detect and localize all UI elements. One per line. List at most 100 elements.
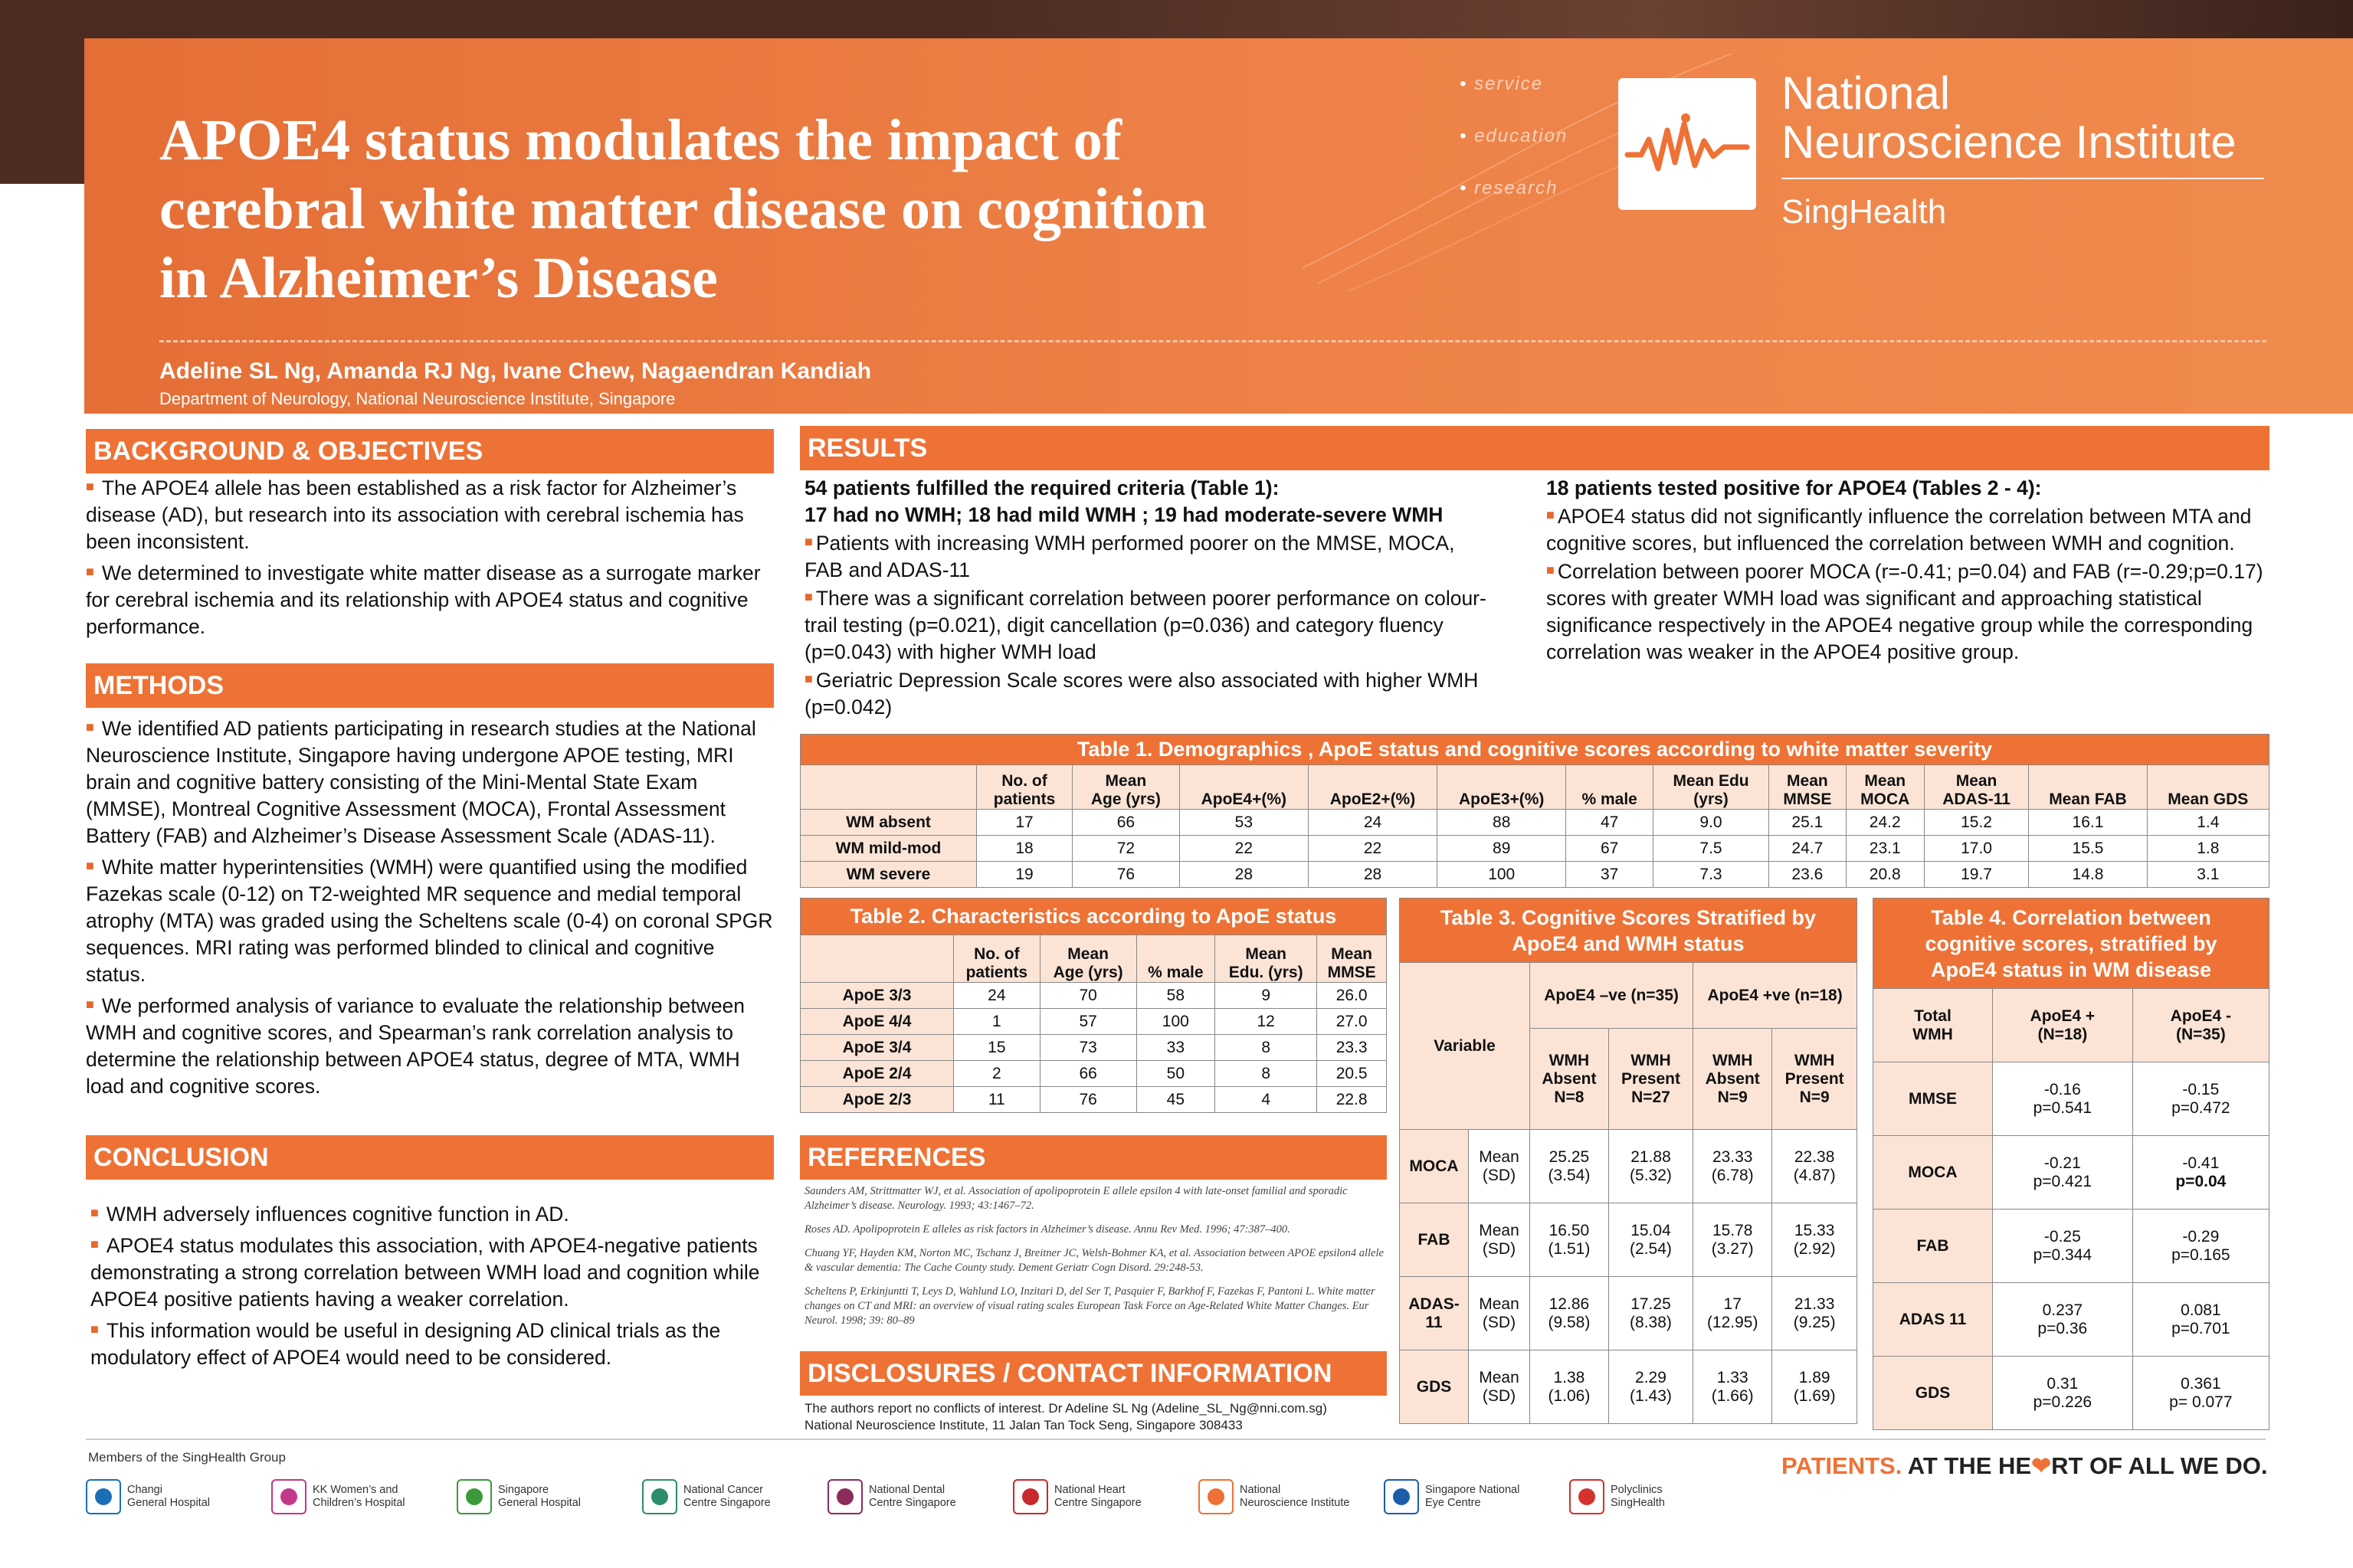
background-heading: BACKGROUND & OBJECTIVES [86,429,774,473]
table-1-cell: 24.7 [1768,835,1847,862]
table-4-row-label: MMSE [1873,1062,1993,1136]
table-4-row-label: GDS [1873,1356,1993,1430]
table-3-cell: 17 (12.95) [1693,1276,1773,1350]
table-4-cell: 0.237 p=0.36 [1992,1282,2133,1357]
table-1-cell: 16.1 [2028,809,2148,836]
nni-icon [1198,1479,1234,1514]
table-4-cell: -0.41 p=0.04 [2132,1135,2270,1210]
table-1-cell: 17 [975,809,1073,836]
table-3-subheader: WMH Absent N=8 [1529,1028,1609,1130]
table-4-row: GDS 0.31 p=0.226 0.361 p= 0.077 [1873,1356,2270,1430]
table-2-cell: 50 [1136,1060,1216,1087]
table-1-cell: 18 [975,835,1073,862]
table-1-cell: 7.3 [1652,861,1770,888]
bullet-icon: ■ [86,479,94,494]
table-1-cell: 15.2 [1923,809,2030,836]
table-4-cell: -0.29 p=0.165 [2132,1209,2270,1283]
table-1-col-header: Mean Edu (yrs) [1652,764,1770,810]
references-list: Saunders AM, Strittmatter WJ, et al. Ass… [805,1184,1387,1337]
member-hospital-name: Singapore General Hospital [498,1484,581,1509]
table-3-variable-header: Variable [1399,962,1530,1130]
table-2-cell: 9 [1214,982,1318,1009]
table-2-cell: 2 [953,1060,1040,1087]
tagline-research: research [1460,178,1558,199]
table-1-col-header: Mean Age (yrs) [1072,764,1180,810]
table-1-cell: 24.2 [1845,809,1925,836]
table-1-caption: Table 1. Demographics , ApoE status and … [800,734,2269,765]
table-2-row: ApoE 2/3 11 76 45 4 22.8 [800,1086,1387,1113]
table-2-cell: 73 [1039,1034,1137,1061]
table-1-cell: 1.8 [2146,835,2270,862]
table-1-col-header: Mean FAB [2028,764,2148,810]
table-3-stat-label: Mean (SD) [1468,1203,1530,1277]
table-4-row: MOCA -0.21 p=0.421 -0.41 p=0.04 [1873,1135,2270,1210]
table-1-cell: 53 [1178,809,1309,836]
results-bullet: ■ There was a significant correlation bet… [805,587,1486,663]
member-hospital-logo: National Neuroscience Institute [1198,1478,1349,1515]
table-3-group-negative: ApoE4 –ve (n=35) [1529,962,1694,1029]
kkh-icon [271,1479,306,1514]
table-3-subheader-row: WMH Absent N=8 WMH Present N=27 WMH Absent N=9 WM… [1399,1028,1857,1130]
logo-divider [1781,178,2264,179]
bullet-icon: ■ [86,997,94,1012]
heart-icon: ❤ [2031,1452,2052,1479]
table-3-cell: 12.86 (9.58) [1529,1276,1609,1350]
polyclinics-icon [1569,1479,1604,1514]
table-3-stat-label: Mean (SD) [1468,1350,1530,1424]
bullet-icon: ■ [86,564,94,579]
methods-body: ■ We identified AD patients participating… [86,714,774,1103]
table-1-cell: 67 [1565,835,1653,862]
table-1-cell: 28 [1178,861,1309,888]
table-3-caption: Table 3. Cognitive Scores Stratified by A… [1399,898,1857,963]
table-1-col-header: Mean MMSE [1768,764,1847,810]
table-2-cell: 1 [953,1008,1040,1035]
table-3-subheader: WMH Present N=27 [1607,1028,1694,1130]
table-1-cell: 7.5 [1652,835,1770,862]
table-2-col-header: Mean MMSE [1316,935,1387,983]
background-para: ■ The APOE4 allele has been established a… [86,476,744,553]
table-3-cell: 23.33 (6.78) [1693,1129,1773,1203]
member-hospital-name: National Neuroscience Institute [1240,1484,1350,1509]
table-4-cell: 0.361 p= 0.077 [2132,1356,2270,1430]
disclosures-body: The authors report no conflicts of inter… [805,1400,1327,1434]
table-1-cell: 47 [1565,809,1653,836]
table-1-col-header: Mean GDS [2146,764,2270,810]
table-4-row: FAB -0.25 p=0.344 -0.29 p=0.165 [1873,1209,2270,1283]
reference-item: Saunders AM, Strittmatter WJ, et al. Ass… [805,1185,1348,1212]
table-1-header-row: No. of patients Mean Age (yrs) ApoE4+(%) ApoE… [800,764,2270,810]
table-3-subheader: WMH Present N=9 [1771,1028,1857,1130]
conclusion-heading: CONCLUSION [86,1135,774,1180]
table-1-cell: 66 [1072,809,1180,836]
slogan: PATIENTS. AT THE HE❤RT OF ALL WE DO. [1781,1452,2268,1479]
table-2-col-header: No. of patients [953,935,1040,983]
bullet-icon: ■ [805,534,813,549]
table-2-caption: Table 2. Characteristics according to Ap… [800,898,1387,935]
bullet-icon: ■ [90,1205,99,1220]
table-3-row-label: MOCA [1399,1129,1469,1203]
background-para: ■ We determined to investigate white matt… [86,561,761,638]
table-3-row-label: GDS [1399,1350,1469,1424]
table-4-caption: Table 4. Correlation between cognitive sc… [1873,898,2269,989]
tagline-service: service [1460,74,1543,95]
table-1-cell: 23.6 [1768,861,1847,888]
table-1-row-label: WM severe [800,861,977,888]
bullet-icon: ■ [805,589,813,604]
nccs-icon [642,1479,677,1514]
member-hospital-logo: National Dental Centre Singapore [827,1478,956,1515]
table-2-cell: 26.0 [1316,982,1387,1009]
table-2-cell: 8 [1214,1034,1318,1061]
results-right-body: 18 patients tested positive for APOE4 (T… [1546,475,2266,666]
table-2-row: ApoE 2/4 2 66 50 8 20.5 [800,1060,1387,1087]
member-hospital-name: Changi General Hospital [127,1484,210,1509]
member-hospital-name: National Heart Centre Singapore [1054,1484,1142,1509]
table-2-col-header: Mean Edu. (yrs) [1214,935,1318,983]
nni-logo-name: National Neuroscience Institute [1781,67,2237,168]
results-summary-1: 54 patients fulfilled the required crite… [805,476,1280,499]
table-2-cell: 27.0 [1316,1008,1387,1035]
header-dashed-divider [159,340,2266,342]
table-4-cell: 0.31 p=0.226 [1992,1356,2133,1430]
table-3-cell: 22.38 (4.87) [1771,1129,1857,1203]
poster-title: APOE4 status modulates the impact of cer… [159,108,1208,310]
results-bullet: ■ Correlation between poorer MOCA (r=-0.4… [1546,560,2263,663]
results-bullet: ■ Patients with increasing WMH performed … [805,532,1455,581]
